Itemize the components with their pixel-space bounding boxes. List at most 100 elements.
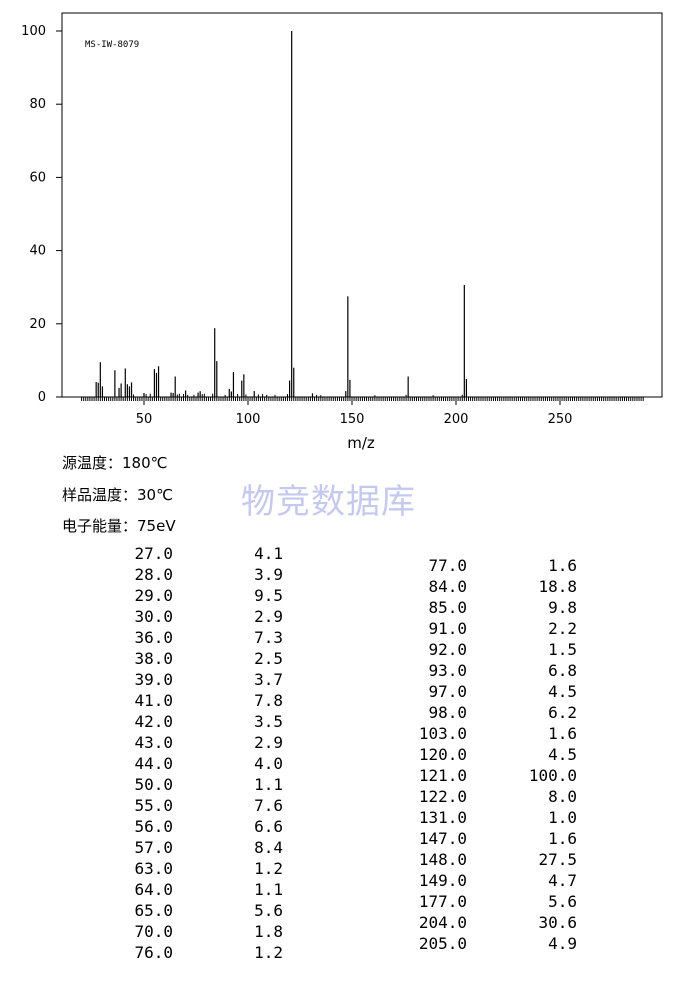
watermark: 物竞数据库 — [241, 482, 416, 522]
peak-mz: 131.0 — [418, 808, 467, 827]
x-tick-label: 50 — [136, 412, 153, 427]
peak-table-row: 97.0 4.5 — [0, 681, 680, 702]
peak-intensity: 1.6 — [548, 829, 577, 848]
spectrum-id: MS-IW-8079 — [85, 40, 139, 50]
y-tick-label: 0 — [38, 390, 46, 405]
peak-intensity: 3.5 — [254, 712, 283, 731]
peak-mz: 57.0 — [134, 838, 173, 857]
peak-intensity: 3.7 — [254, 670, 283, 689]
peak-mz: 121.0 — [418, 766, 467, 785]
y-tick-label: 100 — [21, 24, 46, 39]
peak-intensity: 6.2 — [548, 703, 577, 722]
peak-intensity: 1.1 — [254, 880, 283, 899]
peak-mz: 93.0 — [428, 661, 467, 680]
peak-mz: 29.0 — [134, 586, 173, 605]
peak-mz: 70.0 — [134, 922, 173, 941]
peak-mz: 41.0 — [134, 691, 173, 710]
peak-table-row: 41.0 7.8 — [0, 690, 680, 711]
peak-intensity: 9.5 — [254, 586, 283, 605]
peak-table-row: 63.0 1.2 — [0, 858, 680, 879]
peak-table-row: 65.0 5.6 — [0, 900, 680, 921]
peak-table-row: 70.0 1.8 — [0, 921, 680, 942]
peak-table-row: 64.0 1.1 — [0, 879, 680, 900]
peak-mz: 204.0 — [418, 913, 467, 932]
peak-intensity: 9.8 — [548, 598, 577, 617]
peak-intensity: 1.8 — [254, 922, 283, 941]
peak-mz: 177.0 — [418, 892, 467, 911]
peak-intensity: 100.0 — [528, 766, 577, 785]
peak-intensity: 1.2 — [254, 859, 283, 878]
peak-table-row: 43.0 2.9 — [0, 732, 680, 753]
peak-table-row: 131.0 1.0 — [0, 807, 680, 828]
peak-table-row: 38.0 2.5 — [0, 648, 680, 669]
peak-intensity: 4.7 — [548, 871, 577, 890]
y-tick-label: 20 — [29, 317, 46, 332]
peaks — [95, 31, 467, 397]
peak-table-row: 50.0 1.1 — [0, 774, 680, 795]
peak-mz: 120.0 — [418, 745, 467, 764]
peak-table-row: 28.0 3.9 — [0, 564, 680, 585]
x-tick-label: 100 — [236, 412, 261, 427]
peak-table-row: 204.0 30.6 — [0, 912, 680, 933]
peak-intensity: 4.1 — [254, 544, 283, 563]
peak-mz: 65.0 — [134, 901, 173, 920]
peak-table-row: 120.0 4.5 — [0, 744, 680, 765]
peak-table-row: 91.0 2.2 — [0, 618, 680, 639]
peak-table-row: 39.0 3.7 — [0, 669, 680, 690]
peak-mz: 103.0 — [418, 724, 467, 743]
peak-table-row: 27.0 4.1 — [0, 543, 680, 564]
peak-mz: 149.0 — [418, 871, 467, 890]
peak-table-row: 76.0 1.2 — [0, 942, 680, 963]
peak-intensity: 1.6 — [548, 556, 577, 575]
peak-mz: 77.0 — [428, 556, 467, 575]
peak-intensity: 4.9 — [548, 934, 577, 953]
peak-intensity: 1.0 — [548, 808, 577, 827]
peak-table-row: 44.0 4.0 — [0, 753, 680, 774]
peak-intensity: 6.6 — [254, 817, 283, 836]
peak-mz: 63.0 — [134, 859, 173, 878]
peak-mz: 98.0 — [428, 703, 467, 722]
peak-mz: 50.0 — [134, 775, 173, 794]
peak-mz: 205.0 — [418, 934, 467, 953]
peak-mz: 56.0 — [134, 817, 173, 836]
peak-mz: 30.0 — [134, 607, 173, 626]
y-tick-label: 40 — [29, 244, 46, 259]
y-tick-label: 60 — [29, 170, 46, 185]
peak-table-row: 84.0 18.8 — [0, 576, 680, 597]
peak-intensity: 30.6 — [538, 913, 577, 932]
peak-intensity: 8.0 — [548, 787, 577, 806]
peak-intensity: 5.6 — [254, 901, 283, 920]
peak-intensity: 6.8 — [548, 661, 577, 680]
peak-table-row: 93.0 6.8 — [0, 660, 680, 681]
y-tick-label: 80 — [29, 97, 46, 112]
x-tick-label: 250 — [548, 412, 573, 427]
peak-mz: 85.0 — [428, 598, 467, 617]
peak-table-row: 42.0 3.5 — [0, 711, 680, 732]
peak-table-row: 149.0 4.7 — [0, 870, 680, 891]
peak-mz: 84.0 — [428, 577, 467, 596]
plot-frame — [61, 12, 663, 398]
peak-table-row: 121.0 100.0 — [0, 765, 680, 786]
peak-table-row: 57.0 8.4 — [0, 837, 680, 858]
peak-table-row: 177.0 5.6 — [0, 891, 680, 912]
peak-mz: 36.0 — [134, 628, 173, 647]
peak-intensity: 4.5 — [548, 745, 577, 764]
peak-intensity: 7.3 — [254, 628, 283, 647]
peak-intensity: 1.2 — [254, 943, 283, 962]
peak-intensity: 1.1 — [254, 775, 283, 794]
peak-table-row: 85.0 9.8 — [0, 597, 680, 618]
peak-intensity: 2.9 — [254, 733, 283, 752]
peak-mz: 27.0 — [134, 544, 173, 563]
peak-mz: 44.0 — [134, 754, 173, 773]
electron-energy: 电子能量：75eV — [62, 517, 176, 535]
peak-mz: 122.0 — [418, 787, 467, 806]
peak-table-row: 148.0 27.5 — [0, 849, 680, 870]
peak-intensity: 2.2 — [548, 619, 577, 638]
peak-intensity: 18.8 — [538, 577, 577, 596]
peak-table-row: 98.0 6.2 — [0, 702, 680, 723]
peak-table-row: 103.0 1.6 — [0, 723, 680, 744]
peak-table-row: 77.0 1.6 — [0, 555, 680, 576]
x-axis-label: m/z — [347, 434, 375, 452]
peak-intensity: 4.5 — [548, 682, 577, 701]
y-axis: 0 20 40 60 80 100 — [21, 24, 62, 405]
